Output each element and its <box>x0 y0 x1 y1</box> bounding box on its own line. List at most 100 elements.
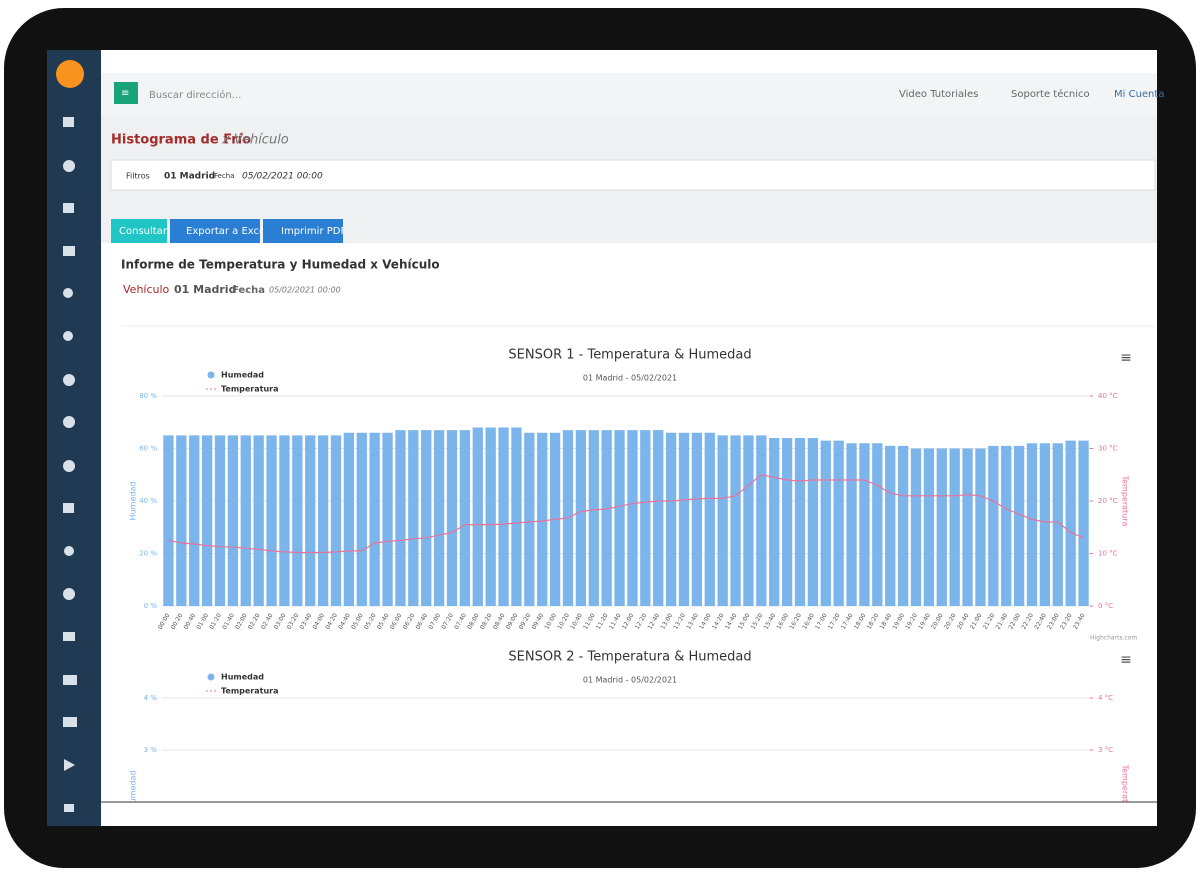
bar <box>1001 445 1012 606</box>
button[interactable] <box>111 219 167 243</box>
filter-bar <box>110 159 1156 191</box>
bar <box>730 435 741 606</box>
button[interactable] <box>263 219 343 243</box>
bar <box>292 435 303 606</box>
y2-tick-label: 3 °C <box>1098 746 1113 754</box>
y2-tick-label: 40 °C <box>1098 392 1118 400</box>
bar <box>756 435 767 606</box>
bar <box>769 438 780 606</box>
y-tick-label: 20 % <box>139 550 157 558</box>
bar <box>640 430 651 606</box>
bar <box>820 440 831 606</box>
sidebar <box>47 50 101 826</box>
bar <box>1013 445 1025 606</box>
bar <box>189 435 200 606</box>
bar <box>575 430 587 606</box>
bar <box>1078 440 1089 606</box>
report-title: Informe de Temperatura y Humedad x Vehíc… <box>121 258 440 272</box>
y2-axis-title: Temperatura <box>1121 475 1130 527</box>
charts: SENSOR 1 - Temperatura & Humedad 01 Madri… <box>129 348 1132 810</box>
y-axis-title: Humedad <box>129 482 138 521</box>
bar <box>988 445 999 606</box>
bar <box>214 435 226 606</box>
bar <box>1052 443 1063 606</box>
bar <box>485 427 496 606</box>
legend-label: Humedad <box>221 371 264 380</box>
bar <box>498 427 509 606</box>
bar <box>511 427 522 606</box>
menu-button[interactable] <box>114 82 138 104</box>
bar <box>691 432 703 606</box>
bar <box>704 432 715 606</box>
bar <box>923 448 935 606</box>
chart-subtitle: 01 Madrid - 05/02/2021 <box>583 676 677 685</box>
bar <box>833 440 844 606</box>
bar <box>421 430 432 606</box>
report-vehicle-label: Vehículo <box>123 283 170 296</box>
chart-title: SENSOR 2 - Temperatura & Humedad <box>508 650 751 665</box>
bar <box>433 430 445 606</box>
page-subtitle: x Vehículo <box>221 133 289 148</box>
bar <box>846 443 857 606</box>
bar <box>859 443 870 606</box>
temperature-line <box>168 474 1084 554</box>
bar <box>266 435 277 606</box>
y-tick-label: 60 % <box>139 445 157 453</box>
bar <box>253 435 264 606</box>
nav-link[interactable]: Video Tutoriales <box>899 89 978 100</box>
chart-menu: ≡ <box>1120 652 1132 668</box>
sidebar-icons <box>63 117 77 812</box>
chart-subtitle: 01 Madrid - 05/02/2021 <box>583 374 677 383</box>
bar <box>975 448 986 606</box>
bar <box>936 448 947 606</box>
bar <box>665 432 677 606</box>
bar <box>472 427 483 606</box>
y-tick-label: 40 % <box>139 497 157 505</box>
bar <box>885 445 896 606</box>
filter-date-label: Fecha <box>214 172 235 180</box>
bar <box>1065 440 1076 606</box>
legend-symbol <box>207 371 215 379</box>
bar <box>317 435 329 606</box>
y2-tick-label: 20 °C <box>1098 497 1118 505</box>
y2-tick-label: 30 °C <box>1098 445 1118 453</box>
y-tick-label: 4 % <box>144 694 158 702</box>
y2-tick-label: 4 °C <box>1098 694 1113 702</box>
bar <box>781 438 793 606</box>
y-tick-label: 3 % <box>144 746 158 754</box>
filter-button[interactable]: Filtros <box>126 172 150 181</box>
bar <box>201 435 213 606</box>
report-date: 05/02/2021 00:00 <box>269 286 341 295</box>
y-tick-label: 80 % <box>139 392 157 400</box>
report-date-label: Fecha <box>232 285 265 296</box>
button[interactable] <box>170 219 260 243</box>
bar <box>305 435 316 606</box>
bar <box>537 432 548 606</box>
nav-link[interactable]: Mi Cuenta <box>1114 89 1164 100</box>
bar <box>794 438 806 606</box>
search[interactable]: Buscar dirección... <box>149 89 241 101</box>
bar <box>743 435 754 606</box>
bar <box>176 435 187 606</box>
y-axis-title: Humedad <box>129 771 138 810</box>
bar <box>962 448 973 606</box>
bar <box>459 430 471 606</box>
bar <box>678 432 690 606</box>
chart-title: SENSOR 1 - Temperatura & Humedad <box>508 348 751 363</box>
bar <box>588 430 599 606</box>
button-label[interactable]: Exportar a Excel <box>186 226 268 237</box>
nav-link[interactable]: Soporte técnico <box>1011 88 1090 100</box>
bar <box>330 435 342 606</box>
top-bar <box>101 73 1157 115</box>
bar <box>395 430 406 606</box>
button-label[interactable]: Imprimir PDF <box>281 226 346 237</box>
filter-date: 05/02/2021 00:00 <box>242 172 323 182</box>
bar <box>949 448 960 606</box>
logo <box>56 60 84 88</box>
bar <box>807 438 819 606</box>
menu-icon: ≡ <box>121 88 129 99</box>
bar <box>446 430 458 606</box>
button-label[interactable]: Consultar <box>119 226 168 237</box>
